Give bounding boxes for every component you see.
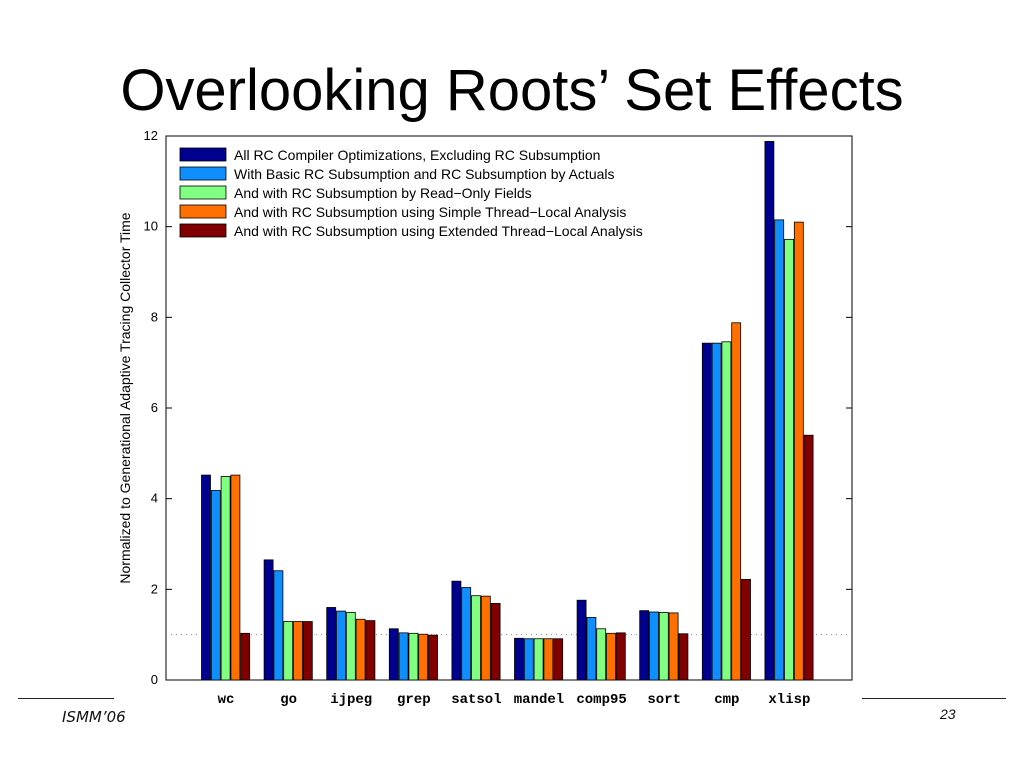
bar-xlisp-s4 bbox=[793, 221, 804, 681]
bar-comp95-s2 bbox=[586, 617, 597, 681]
bar-ijpeg-s2 bbox=[336, 610, 346, 681]
bar-go-s2 bbox=[273, 570, 284, 681]
chart-bars bbox=[201, 141, 814, 681]
bar-mandel-s2 bbox=[523, 638, 534, 681]
bar-sort-s3 bbox=[658, 612, 669, 681]
footer-conference: ISMM’06 bbox=[62, 708, 126, 726]
y-tick-label: 2 bbox=[151, 581, 158, 596]
bar-mandel-s3 bbox=[533, 638, 544, 681]
bar-xlisp-s5 bbox=[803, 434, 814, 681]
bar-wc-s5 bbox=[240, 632, 251, 681]
x-tick-label-satsol: satsol bbox=[451, 692, 501, 708]
bar-go-s4 bbox=[293, 621, 303, 681]
y-axis-title: Normalized to Generational Adaptive Trac… bbox=[117, 212, 133, 583]
x-tick-label-grep: grep bbox=[397, 692, 431, 708]
bar-xlisp-s1 bbox=[764, 141, 775, 681]
bar-cmp-s4 bbox=[731, 322, 742, 681]
x-tick-label-go: go bbox=[280, 692, 297, 708]
legend-label-5: And with RC Subsumption using Extended T… bbox=[234, 223, 643, 239]
footer-page-number: 23 bbox=[940, 706, 956, 722]
bar-mandel-s4 bbox=[543, 638, 554, 681]
y-tick-label: 8 bbox=[151, 309, 158, 324]
legend-swatch-2 bbox=[179, 166, 227, 181]
bar-go-s5 bbox=[302, 621, 313, 681]
bar-ijpeg-s4 bbox=[355, 618, 366, 681]
x-tick-label-ijpeg: ijpeg bbox=[330, 692, 372, 708]
bar-sort-s2 bbox=[649, 611, 659, 681]
bar-comp95-s3 bbox=[596, 628, 607, 681]
x-tick-label-wc: wc bbox=[218, 692, 235, 708]
legend-label-3: And with RC Subsumption by Read−Only Fie… bbox=[234, 185, 532, 201]
bar-grep-s4 bbox=[418, 633, 429, 681]
y-tick-label: 6 bbox=[151, 400, 158, 415]
legend-label-2: With Basic RC Subsumption and RC Subsump… bbox=[234, 166, 615, 182]
bar-satsol-s1 bbox=[451, 580, 462, 681]
legend-swatch-3 bbox=[179, 185, 227, 200]
y-tick-label: 12 bbox=[144, 128, 158, 143]
bar-cmp-s1 bbox=[701, 342, 712, 681]
bar-comp95-s5 bbox=[615, 632, 626, 681]
bar-wc-s1 bbox=[201, 474, 211, 681]
bar-wc-s3 bbox=[220, 476, 231, 681]
bar-go-s3 bbox=[283, 621, 294, 681]
bar-cmp-s3 bbox=[721, 341, 732, 681]
slide-title: Overlooking Roots’ Set Effects bbox=[120, 58, 904, 123]
x-tick-label-xlisp: xlisp bbox=[768, 692, 810, 708]
bar-satsol-s4 bbox=[480, 595, 491, 681]
bar-satsol-s2 bbox=[461, 587, 472, 681]
bar-grep-s1 bbox=[388, 628, 399, 681]
legend-swatch-1 bbox=[179, 147, 227, 162]
bar-mandel-s5 bbox=[553, 638, 564, 681]
x-tick-label-comp95: comp95 bbox=[576, 692, 626, 708]
x-tick-label-cmp: cmp bbox=[714, 692, 739, 708]
bar-ijpeg-s5 bbox=[365, 620, 376, 681]
bar-cmp-s5 bbox=[741, 578, 751, 681]
bar-sort-s1 bbox=[639, 610, 650, 681]
y-tick-label: 4 bbox=[151, 491, 158, 506]
bar-satsol-s3 bbox=[471, 595, 481, 681]
legend-swatch-5 bbox=[179, 223, 227, 238]
bar-grep-s5 bbox=[428, 634, 438, 681]
bar-grep-s2 bbox=[398, 632, 409, 681]
bar-ijpeg-s3 bbox=[345, 612, 356, 681]
bar-sort-s4 bbox=[668, 612, 679, 681]
bar-grep-s3 bbox=[408, 632, 419, 681]
bar-wc-s4 bbox=[230, 474, 241, 681]
bar-go-s1 bbox=[263, 559, 274, 681]
chart-legend: All RC Compiler Optimizations, Excluding… bbox=[179, 147, 643, 239]
bar-xlisp-s2 bbox=[774, 219, 785, 681]
x-tick-label-mandel: mandel bbox=[514, 692, 564, 708]
legend-label-4: And with RC Subsumption using Simple Thr… bbox=[234, 204, 626, 220]
x-tick-label-sort: sort bbox=[647, 692, 681, 708]
chart-axes: 0 2 4 6 8 10 12 Normalized to Generational Adap… bbox=[117, 128, 853, 708]
footer-line-left bbox=[18, 698, 114, 699]
legend-swatch-4 bbox=[179, 204, 227, 219]
bar-ijpeg-s1 bbox=[326, 607, 337, 681]
bar-mandel-s1 bbox=[514, 637, 524, 681]
bar-comp95-s4 bbox=[606, 632, 616, 681]
bar-satsol-s5 bbox=[490, 602, 501, 681]
bar-wc-s2 bbox=[210, 490, 221, 681]
bar-sort-s5 bbox=[678, 633, 689, 681]
legend-label-1: All RC Compiler Optimizations, Excluding… bbox=[234, 147, 600, 163]
bar-comp95-s1 bbox=[576, 599, 587, 681]
bar-cmp-s2 bbox=[711, 342, 722, 681]
footer-line-right bbox=[862, 698, 1006, 699]
y-tick-label: 0 bbox=[151, 672, 158, 687]
bar-xlisp-s3 bbox=[784, 238, 794, 681]
y-tick-label: 10 bbox=[144, 219, 158, 234]
